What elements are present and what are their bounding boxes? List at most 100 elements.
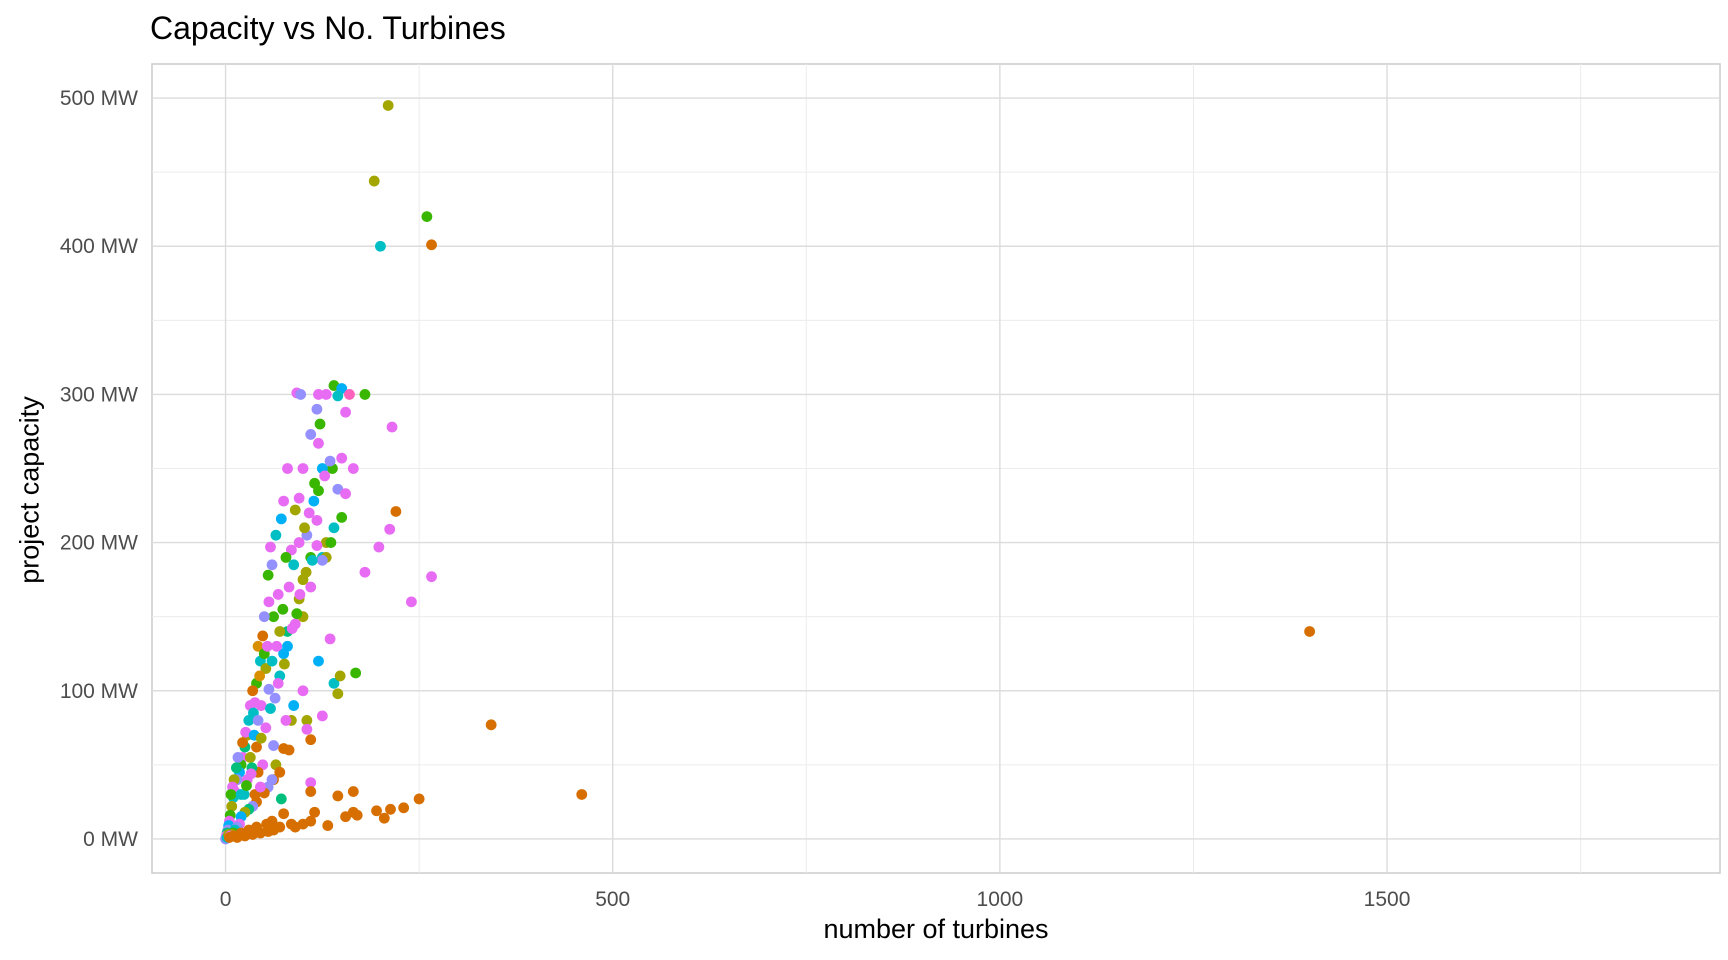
- data-point: [255, 781, 266, 793]
- data-point: [311, 514, 323, 526]
- data-point: [278, 495, 290, 507]
- data-point: [272, 589, 284, 600]
- data-point: [247, 685, 259, 697]
- data-point: [347, 786, 359, 797]
- data-point: [340, 811, 351, 823]
- data-point: [265, 541, 276, 553]
- data-point: [384, 523, 396, 535]
- data-point: [332, 688, 344, 700]
- data-point: [359, 566, 371, 578]
- x-tick-label: 500: [595, 888, 630, 911]
- data-point: [305, 734, 317, 746]
- data-point: [289, 821, 301, 833]
- data-point: [283, 744, 295, 756]
- data-point: [235, 789, 247, 800]
- data-point: [332, 790, 344, 802]
- data-point: [241, 780, 252, 791]
- data-point: [373, 541, 385, 553]
- data-point: [297, 685, 309, 697]
- data-point: [347, 463, 359, 474]
- data-point: [251, 741, 262, 753]
- y-tick-label: 0 MW: [83, 828, 138, 851]
- data-point: [265, 703, 276, 714]
- y-tick-label: 200 MW: [60, 532, 138, 555]
- data-point: [279, 658, 290, 670]
- data-point: [288, 559, 300, 571]
- data-point: [305, 429, 317, 440]
- data-point: [311, 540, 323, 551]
- data-point: [324, 455, 336, 467]
- data-point: [350, 667, 362, 679]
- chart-title: Capacity vs No. Turbines: [150, 10, 506, 46]
- data-point: [309, 806, 321, 818]
- data-point: [280, 552, 292, 563]
- x-axis-ticks: 0 500 1000 1500: [220, 888, 1411, 911]
- data-point: [368, 175, 380, 187]
- data-point: [295, 389, 307, 400]
- data-point: [313, 389, 324, 400]
- data-point: [320, 389, 332, 400]
- data-point: [405, 596, 417, 608]
- data-point: [294, 589, 306, 600]
- y-tick-label: 500 MW: [60, 87, 138, 110]
- data-point: [322, 820, 334, 831]
- data-point: [314, 418, 326, 430]
- data-point: [275, 793, 287, 805]
- data-point: [340, 406, 351, 418]
- data-point: [371, 805, 382, 817]
- data-point: [260, 722, 272, 734]
- data-point: [260, 663, 272, 674]
- data-point: [319, 470, 331, 482]
- data-point: [268, 740, 279, 751]
- data-point: [305, 777, 317, 789]
- data-point: [316, 710, 328, 722]
- data-point: [282, 463, 293, 474]
- data-point: [385, 803, 396, 815]
- data-point: [286, 623, 298, 634]
- data-point: [324, 633, 336, 645]
- data-point: [283, 581, 295, 593]
- data-point: [325, 537, 337, 548]
- data-point: [254, 670, 266, 682]
- data-point: [313, 437, 324, 449]
- data-point: [297, 463, 309, 474]
- data-point: [301, 723, 313, 735]
- data-point: [316, 554, 328, 566]
- data-point: [274, 626, 286, 637]
- data-point: [263, 596, 275, 608]
- data-point: [334, 670, 346, 682]
- data-point: [328, 677, 340, 689]
- data-point: [375, 240, 386, 252]
- data-point: [263, 683, 275, 695]
- y-tick-label: 400 MW: [60, 235, 138, 258]
- data-point: [268, 611, 279, 623]
- data-point: [421, 211, 433, 223]
- y-tick-label: 100 MW: [60, 680, 138, 703]
- data-point: [270, 529, 282, 541]
- data-point: [293, 492, 305, 504]
- data-point: [272, 677, 284, 689]
- data-point: [280, 714, 292, 726]
- data-point: [252, 640, 264, 652]
- data-point: [257, 630, 269, 642]
- data-point: [288, 700, 300, 711]
- data-point: [255, 700, 267, 711]
- x-tick-label: 1000: [977, 888, 1024, 911]
- data-point: [426, 571, 437, 583]
- data-point: [305, 786, 317, 797]
- data-point: [240, 726, 252, 738]
- data-point: [224, 832, 235, 843]
- data-point: [340, 488, 351, 500]
- data-point: [313, 655, 324, 667]
- data-point: [225, 789, 237, 800]
- grid-major: [152, 64, 1720, 873]
- data-point: [426, 239, 437, 251]
- x-tick-label: 1500: [1364, 888, 1411, 911]
- data-point: [378, 812, 390, 824]
- data-point: [398, 802, 410, 814]
- data-point: [255, 732, 267, 744]
- data-point: [275, 513, 287, 525]
- data-point: [226, 800, 238, 812]
